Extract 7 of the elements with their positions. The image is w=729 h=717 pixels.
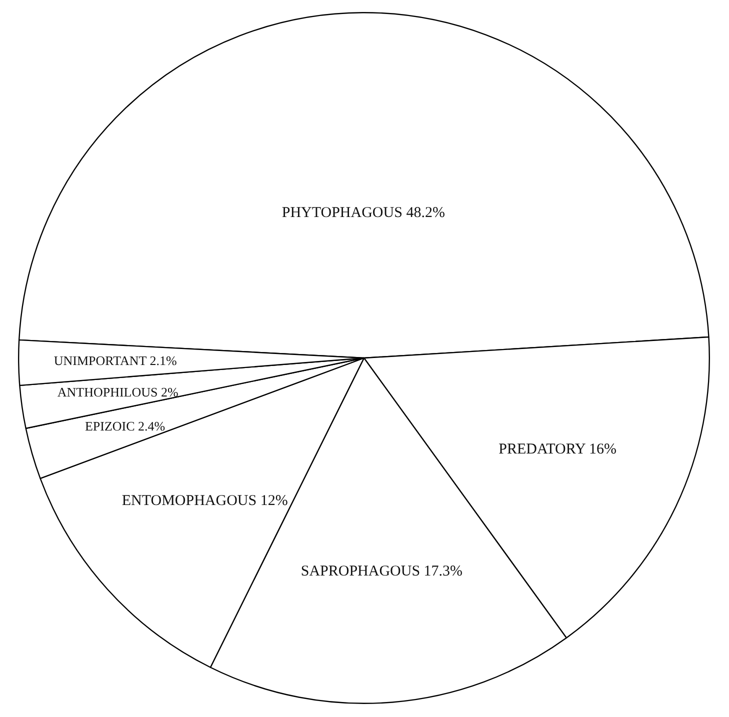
slice-label: SAPROPHAGOUS 17.3% <box>300 563 463 580</box>
slice-label: PHYTOPHAGOUS 48.2% <box>282 204 445 221</box>
slice-label: EPIZOIC 2.4% <box>84 418 166 434</box>
slice-label: UNIMPORTANT 2.1% <box>54 352 177 368</box>
slice-label: ANTHOPHILOUS 2% <box>57 384 178 400</box>
slice-label: PREDATORY 16% <box>498 442 617 458</box>
slice-label: ENTOMOPHAGOUS 12% <box>122 493 288 510</box>
